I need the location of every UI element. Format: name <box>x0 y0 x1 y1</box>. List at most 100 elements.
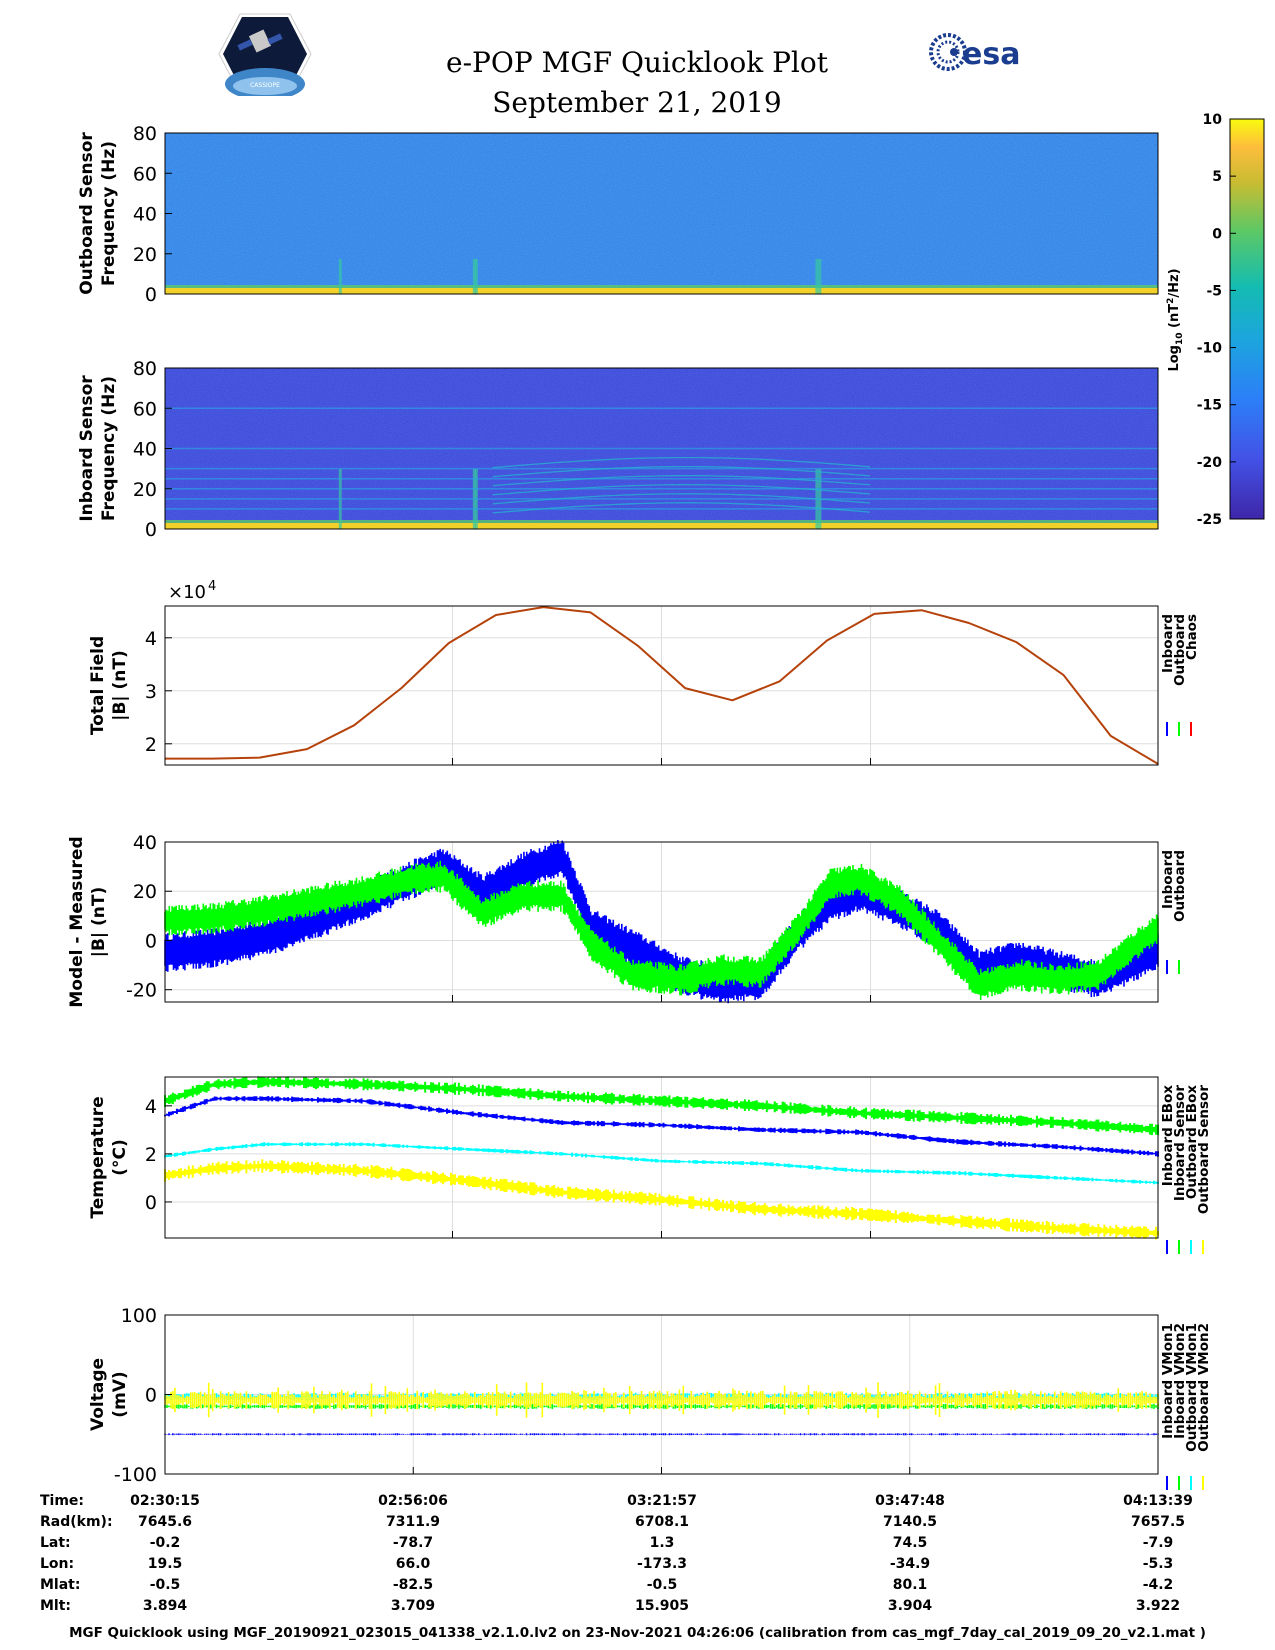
table-cell: 7140.5 <box>883 1514 937 1530</box>
temperature-ytick-label: 4 <box>145 1096 157 1118</box>
total-field-line <box>165 606 1159 765</box>
outboard-spectrogram-spike <box>815 259 819 294</box>
table-cell: 3.904 <box>888 1598 933 1614</box>
model-minus-measured-ytick-label: 20 <box>133 881 157 903</box>
inboard-spectrogram-emission-curve <box>492 465 871 478</box>
voltage-legend-label: Inboard VMon2 <box>1172 1323 1188 1439</box>
table-cell: 04:13:39 <box>1123 1493 1193 1509</box>
model-minus-measured-ytick-label: -20 <box>126 980 157 1002</box>
voltage-inboard-vmon1-trace <box>164 1433 1159 1436</box>
voltage-ytick-label: -100 <box>114 1464 157 1486</box>
table-row-label: Lat: <box>40 1535 71 1551</box>
esa-logo: esa <box>928 30 1038 74</box>
inboard-spectrogram-ytick-label: 60 <box>133 398 157 420</box>
total-field-multiplier-exp: 4 <box>208 579 216 594</box>
table-cell: 6708.1 <box>635 1514 689 1530</box>
table-cell: -0.5 <box>647 1577 678 1593</box>
table-cell: -7.9 <box>1143 1535 1174 1551</box>
total-field-legend-label: Inboard <box>1160 614 1176 673</box>
inboard-spectrogram-ytick-label: 40 <box>133 439 157 461</box>
table-cell: -34.9 <box>890 1556 930 1572</box>
colorbar-tick-label: -15 <box>1197 398 1222 414</box>
inboard-spectrogram-emission-curve <box>492 456 871 469</box>
cassiope-logo-text: CASSIOPE <box>250 82 280 89</box>
colorbar-tick-label: -5 <box>1206 283 1222 299</box>
table-cell: 1.3 <box>650 1535 675 1551</box>
temperature-ylabel-line1: Temperature <box>88 1096 108 1218</box>
table-cell: 7311.9 <box>386 1514 440 1530</box>
colorbar-tick-label: -20 <box>1197 455 1223 471</box>
inboard-spectrogram-axes: 0 20 40 60 80 Inboard Sensor Frequency (Hz) <box>77 358 1159 541</box>
inboard-spectrogram-ytick-label: 80 <box>133 358 157 380</box>
temperature-legend-label: Outboard Sensor <box>1196 1085 1212 1214</box>
voltage-legend-label: Outboard VMon1 <box>1184 1323 1200 1452</box>
model-minus-measured-ylabel-line1: Model - Measured <box>67 836 87 1007</box>
table-cell: 66.0 <box>396 1556 431 1572</box>
table-cell: 7657.5 <box>1131 1514 1185 1530</box>
inboard-spectrogram-emission-curve <box>492 502 871 514</box>
temperature-ytick-label: 2 <box>145 1144 157 1166</box>
table-cell: -5.3 <box>1143 1556 1174 1572</box>
table-cell: 03:21:57 <box>627 1493 697 1509</box>
outboard-spectrogram-ytick-label: 20 <box>133 244 157 266</box>
inboard-spectrogram-lowfreq-band <box>165 523 1158 529</box>
model-minus-measured-ytick-label: 0 <box>145 930 157 952</box>
total-field-legend-label: Outboard <box>1172 614 1188 686</box>
temperature-ylabel-line2: (°C) <box>110 1139 130 1176</box>
temperature-legend-label: Inboard EBox <box>1160 1085 1176 1186</box>
inboard-spectrogram-features <box>165 407 1158 529</box>
outboard-spectrogram-ytick-label: 0 <box>145 284 157 306</box>
outboard-spectrogram-features <box>165 259 1158 294</box>
colorbar-label: Log10 (nT2/Hz) <box>1166 268 1185 371</box>
table-cell: 03:47:48 <box>875 1493 945 1509</box>
total-field-ylabel-line1: Total Field <box>88 636 108 735</box>
table-cell: 15.905 <box>635 1598 689 1614</box>
temperature-legend-label: Inboard Sensor <box>1172 1085 1188 1202</box>
total-field-ytick-label: 2 <box>145 734 157 756</box>
table-cell: 3.922 <box>1136 1598 1180 1614</box>
outboard-spectrogram-panel: 0 20 40 60 80 Outboard Sensor Frequency (Hz) <box>77 123 1159 306</box>
model-minus-measured-ytick-label: 40 <box>133 832 157 854</box>
table-cell: -4.2 <box>1143 1577 1174 1593</box>
table-row-label: Time: <box>40 1493 84 1509</box>
outboard-spectrogram-lowfreq-edge <box>165 285 1158 288</box>
model-measured-panel: -20 0 20 40 Model - Measured |B| (nT) InboardO… <box>67 832 1188 1008</box>
model-minus-measured-legend-label: Outboard <box>1172 850 1188 922</box>
table-cell: 7645.6 <box>138 1514 192 1530</box>
outboard-spectrogram-lowfreq-band <box>165 288 1158 294</box>
colorbar-ticks: 10 5 0 -5 -10 -15 -20 -25 <box>1197 112 1236 528</box>
inboard-spectrogram-ylabel-line2: Frequency (Hz) <box>99 376 119 521</box>
outboard-spectrogram-noise <box>165 133 1158 294</box>
table-row-label: Rad(km): <box>40 1514 113 1530</box>
colorbar: 10 5 0 -5 -10 -15 -20 -25 Log10 (nT2/Hz) <box>1166 112 1265 528</box>
total-field-multiplier: ×10 <box>168 582 206 603</box>
inboard-spectrogram-emission-curve <box>492 493 871 505</box>
table-cell: 19.5 <box>148 1556 183 1572</box>
table-row-label: Lon: <box>40 1556 74 1572</box>
voltage-ylabel-line1: Voltage <box>88 1358 108 1431</box>
outboard-spectrogram-ytick-label: 60 <box>133 163 157 185</box>
colorbar-tick-label: 0 <box>1212 226 1222 242</box>
total-field-data <box>165 606 1159 765</box>
footer-caption: MGF Quicklook using MGF_20190921_023015_… <box>69 1625 1206 1641</box>
inboard-spectrogram-emission-curve <box>492 475 871 487</box>
outboard-spectrogram-spike <box>472 259 476 294</box>
total-field-panel: 2 3 4 Total Field |B| (nT) InboardOutboardCha… <box>88 579 1200 766</box>
total-field-ytick-label: 3 <box>145 681 157 703</box>
voltage-legend-label: Inboard VMon1 <box>1160 1323 1176 1439</box>
table-cell: -78.7 <box>393 1535 433 1551</box>
esa-logo-text: esa <box>962 37 1020 72</box>
inboard-spectrogram-emission-curve <box>492 484 871 496</box>
outboard-spectrogram-axes: 0 20 40 60 80 Outboard Sensor Frequency (Hz) <box>77 123 1159 306</box>
outboard-spectrogram-spike <box>338 259 342 294</box>
colorbar-tick-label: 5 <box>1212 169 1222 185</box>
colorbar-tick-label: -10 <box>1197 341 1223 357</box>
table-row-label: Mlt: <box>40 1598 71 1614</box>
model-minus-measured-legend-label: Inboard <box>1160 850 1176 909</box>
table-cell: 80.1 <box>893 1577 928 1593</box>
colorbar-tick-label: 10 <box>1203 112 1223 128</box>
total-field-ytick-label: 4 <box>145 628 157 650</box>
voltage-ylabel-line2: (mV) <box>110 1371 130 1417</box>
inboard-spectrogram-lowfreq-edge <box>165 520 1158 523</box>
voltage-ytick-label: 100 <box>121 1305 157 1327</box>
